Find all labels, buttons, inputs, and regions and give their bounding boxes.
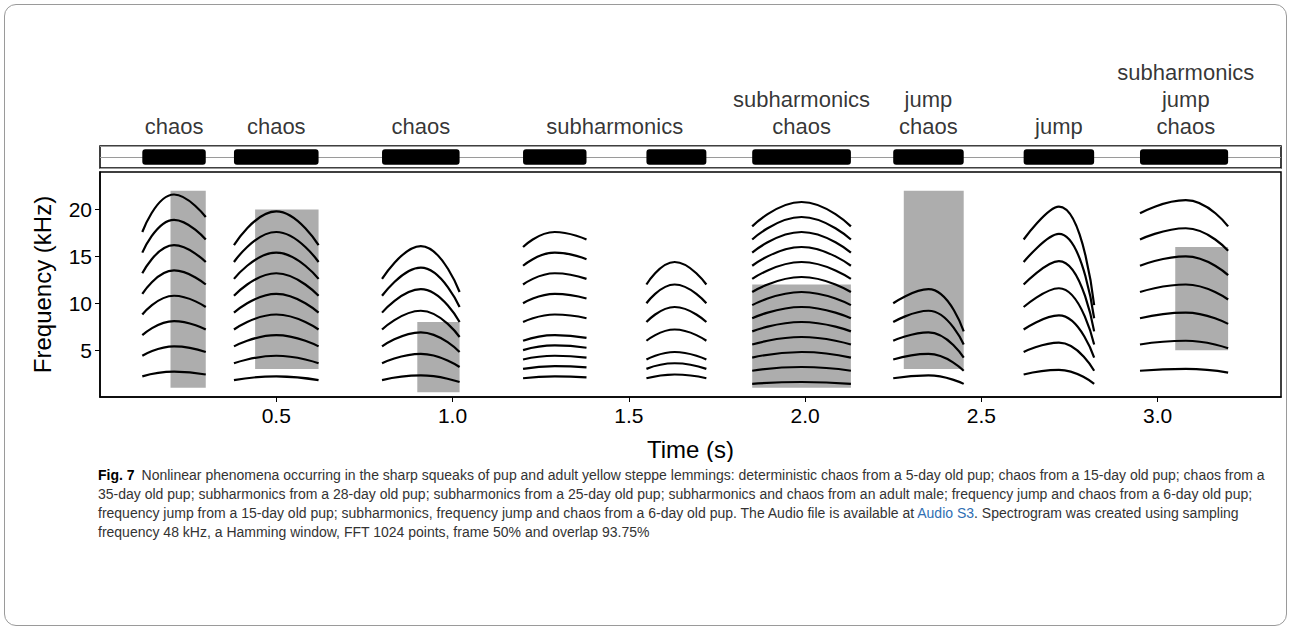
svg-text:20: 20 xyxy=(69,198,92,221)
svg-text:subharmonics: subharmonics xyxy=(733,87,870,112)
svg-text:subharmonics: subharmonics xyxy=(1117,60,1254,85)
svg-text:2.5: 2.5 xyxy=(967,404,996,427)
svg-text:jump: jump xyxy=(904,87,953,112)
svg-text:1.0: 1.0 xyxy=(438,404,467,427)
svg-text:3.0: 3.0 xyxy=(1143,404,1172,427)
svg-text:1.5: 1.5 xyxy=(614,404,643,427)
svg-text:Frequency (kHz): Frequency (kHz) xyxy=(29,196,56,373)
svg-text:chaos: chaos xyxy=(1156,114,1215,139)
svg-text:chaos: chaos xyxy=(247,114,306,139)
svg-text:subharmonics: subharmonics xyxy=(546,114,683,139)
svg-text:chaos: chaos xyxy=(145,114,204,139)
svg-text:chaos: chaos xyxy=(899,114,958,139)
svg-text:0.5: 0.5 xyxy=(262,404,291,427)
svg-text:chaos: chaos xyxy=(391,114,450,139)
svg-text:Time (s): Time (s) xyxy=(647,436,734,463)
svg-text:chaos: chaos xyxy=(772,114,831,139)
svg-text:2.0: 2.0 xyxy=(790,404,819,427)
svg-text:10: 10 xyxy=(69,292,92,315)
svg-text:jump: jump xyxy=(1034,114,1083,139)
svg-text:jump: jump xyxy=(1161,87,1210,112)
html-text:Fig. 7 Nonlinear phenomena occ: Fig. 7 Nonlinear phenomena occurring in … xyxy=(98,467,1265,540)
svg-text:5: 5 xyxy=(80,339,92,362)
svg-text:15: 15 xyxy=(69,245,92,268)
